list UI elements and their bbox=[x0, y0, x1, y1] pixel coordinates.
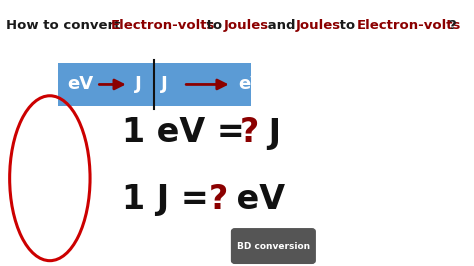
Text: ?: ? bbox=[209, 183, 228, 216]
Text: to: to bbox=[335, 19, 360, 32]
Text: How to convert: How to convert bbox=[7, 19, 126, 32]
Text: J: J bbox=[257, 117, 281, 149]
Text: J: J bbox=[161, 76, 168, 93]
Text: Electron-volts: Electron-volts bbox=[110, 19, 215, 32]
Text: eV: eV bbox=[225, 183, 285, 216]
Text: BD conversion: BD conversion bbox=[237, 242, 310, 251]
Text: 1 eV =: 1 eV = bbox=[122, 117, 256, 149]
Text: J: J bbox=[135, 76, 142, 93]
Text: Joules: Joules bbox=[296, 19, 341, 32]
Text: ?: ? bbox=[448, 19, 456, 32]
Text: Joules: Joules bbox=[224, 19, 269, 32]
Text: to: to bbox=[202, 19, 227, 32]
Text: eV: eV bbox=[67, 76, 94, 93]
Text: eV: eV bbox=[238, 76, 264, 93]
Text: ?: ? bbox=[240, 117, 259, 149]
Text: Electron-volts: Electron-volts bbox=[357, 19, 461, 32]
Text: 1 J =: 1 J = bbox=[122, 183, 220, 216]
FancyBboxPatch shape bbox=[232, 229, 315, 263]
FancyBboxPatch shape bbox=[58, 63, 251, 106]
Text: and: and bbox=[263, 19, 301, 32]
